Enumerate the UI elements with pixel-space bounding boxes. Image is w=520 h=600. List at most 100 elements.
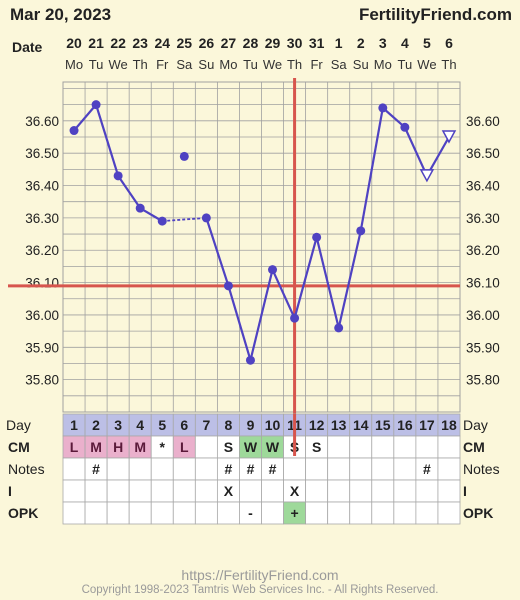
- table-cell-text: 17: [419, 417, 435, 433]
- date-row-label: Date: [12, 39, 43, 55]
- table-cell-text: 2: [92, 417, 100, 433]
- table-cell: [349, 435, 373, 459]
- weekday-label: Tu: [89, 57, 104, 72]
- temp-point: [157, 216, 167, 226]
- temp-line-segment: [205, 217, 230, 287]
- date-label: 26: [199, 35, 215, 51]
- table-cell: [62, 457, 86, 481]
- temp-line-segment: [73, 103, 97, 132]
- date-label: 2: [357, 35, 365, 51]
- table-cell: [172, 501, 196, 525]
- y-tick-label-right: 35.90: [466, 340, 500, 355]
- temp-point: [356, 226, 366, 236]
- y-tick-label-left: 36.50: [25, 146, 59, 161]
- footer-url[interactable]: https://FertilityFriend.com: [181, 567, 339, 583]
- table-cell: [261, 501, 284, 525]
- table-cell: [393, 501, 417, 525]
- table-cell: [62, 501, 86, 525]
- weekday-label: Mo: [65, 57, 83, 72]
- table-cell: [349, 479, 373, 503]
- table-cell-text: +: [290, 505, 298, 521]
- table-cell: [371, 457, 395, 481]
- y-tick-label-right: 36.20: [466, 243, 500, 258]
- table-cell-text: 10: [265, 417, 281, 433]
- temp-point: [400, 122, 410, 132]
- temp-point: [91, 100, 101, 110]
- table-cell: [128, 501, 152, 525]
- y-tick-label-right: 36.50: [466, 146, 500, 161]
- table-cell: [305, 501, 329, 525]
- table-cell: [305, 479, 329, 503]
- date-label: 30: [287, 35, 303, 51]
- weekday-label: Mo: [219, 57, 237, 72]
- weekday-label: We: [109, 57, 128, 72]
- table-cell: [349, 457, 373, 481]
- table-cell: [415, 435, 439, 459]
- date-label: 21: [88, 35, 104, 51]
- date-label: 20: [66, 35, 82, 51]
- weekday-label: Su: [353, 57, 369, 72]
- table-cell-text: #: [92, 461, 100, 477]
- table-cell: [128, 457, 152, 481]
- table-cell: [371, 501, 395, 525]
- table-cell: [84, 501, 108, 525]
- table-cell: [393, 435, 417, 459]
- table-cell: [150, 457, 174, 481]
- table-cell: [62, 479, 86, 503]
- temp-point: [245, 355, 255, 365]
- date-label: 28: [243, 35, 259, 51]
- table-cell-text: #: [247, 461, 255, 477]
- y-tick-label-left: 36.10: [25, 276, 59, 291]
- date-label: 25: [177, 35, 193, 51]
- table-cell-text: #: [269, 461, 277, 477]
- table-cell: [393, 457, 417, 481]
- table-cell: [194, 501, 218, 525]
- table-cell: [194, 479, 218, 503]
- table-cell: [239, 479, 262, 503]
- table-cell: [371, 435, 395, 459]
- weekday-label: Sa: [331, 57, 348, 72]
- temp-line-segment: [227, 285, 252, 361]
- table-cell: [106, 501, 130, 525]
- table-cell: [172, 479, 196, 503]
- y-tick-label-right: 36.00: [466, 308, 500, 323]
- table-cell: [128, 479, 152, 503]
- table-cell: [415, 479, 439, 503]
- table-cell: [305, 457, 329, 481]
- table-cell: [327, 479, 351, 503]
- table-cell-text: M: [90, 439, 102, 455]
- y-tick-label-right: 36.60: [466, 114, 500, 129]
- date-label: 6: [445, 35, 453, 51]
- y-tick-label-right: 35.80: [466, 373, 500, 388]
- row-label-left: OPK: [8, 505, 38, 521]
- row-label-left: CM: [8, 439, 30, 455]
- y-tick-label-left: 36.00: [25, 308, 59, 323]
- table-cell-text: M: [134, 439, 146, 455]
- table-cell: [437, 479, 461, 503]
- table-cell-text: -: [248, 505, 253, 521]
- date-label: 4: [401, 35, 409, 51]
- date-label: 3: [379, 35, 387, 51]
- table-cell: [327, 501, 351, 525]
- table-cell-text: #: [225, 461, 233, 477]
- temp-line-segment: [293, 237, 318, 319]
- row-label-right: Notes: [463, 461, 500, 477]
- row-label-right: CM: [463, 439, 485, 455]
- temp-point: [290, 313, 300, 323]
- table-cell: [84, 479, 108, 503]
- y-tick-label-left: 35.90: [25, 340, 59, 355]
- temp-line-segment: [117, 175, 142, 209]
- y-tick-label-right: 36.30: [466, 211, 500, 226]
- footer-copyright: Copyright 1998-2023 Tamtris Web Services…: [81, 584, 439, 596]
- table-cell-text: *: [160, 439, 166, 455]
- row-label-right: I: [463, 483, 467, 499]
- row-label-left: Day: [6, 417, 31, 433]
- temp-line-segment: [95, 104, 120, 177]
- table-cell-text: 4: [136, 417, 144, 433]
- y-tick-label-right: 36.40: [466, 179, 500, 194]
- weekday-label: Th: [133, 57, 148, 72]
- table-cell: [415, 501, 439, 525]
- temp-point-open: [419, 169, 435, 183]
- table-cell-text: L: [70, 439, 79, 455]
- weekday-label: Su: [198, 57, 214, 72]
